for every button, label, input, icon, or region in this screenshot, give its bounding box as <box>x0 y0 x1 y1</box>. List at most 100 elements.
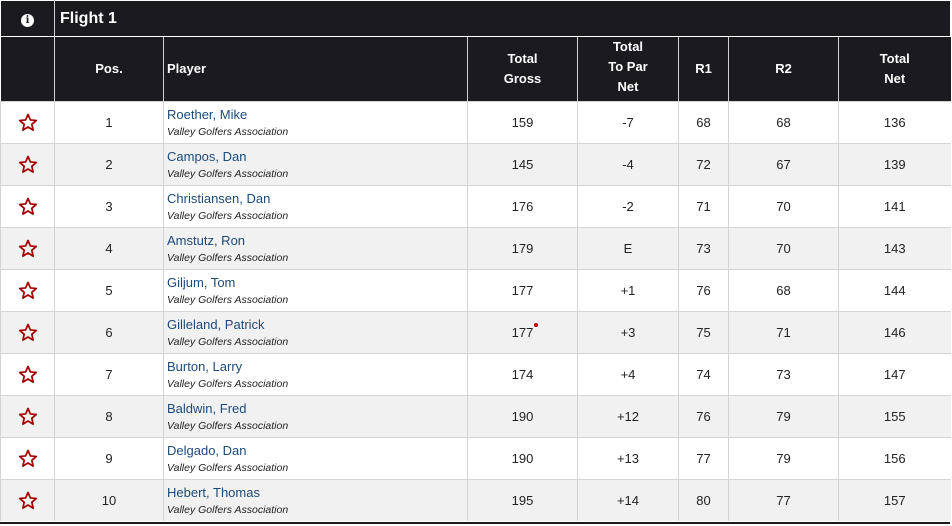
total-gross-value: 145 <box>511 157 534 172</box>
favorite-cell[interactable] <box>0 311 55 354</box>
r1-cell[interactable]: 75 <box>678 311 729 354</box>
player-name-link[interactable]: Baldwin, Fred <box>167 400 247 416</box>
player-name-link[interactable]: Hebert, Thomas <box>167 484 260 500</box>
r1-cell[interactable]: 71 <box>678 185 729 228</box>
total-gross-value: 159 <box>511 115 534 130</box>
table-row[interactable]: 1 Roether, Mike Valley Golfers Associati… <box>0 101 951 144</box>
total-net-cell: 155 <box>838 395 951 438</box>
star-outline-icon[interactable] <box>1 365 54 384</box>
pos-column-header[interactable]: Pos. <box>54 36 164 102</box>
r2-cell[interactable]: 70 <box>728 227 839 270</box>
to-par-cell: +12 <box>577 395 679 438</box>
player-name-link[interactable]: Roether, Mike <box>167 106 248 122</box>
favorite-cell[interactable] <box>0 479 55 521</box>
player-name-link[interactable]: Gilleland, Patrick <box>167 316 265 332</box>
table-row[interactable]: 4 Amstutz, Ron Valley Golfers Associatio… <box>0 227 951 270</box>
player-association: Valley Golfers Association <box>167 377 289 390</box>
r1-cell[interactable]: 74 <box>678 353 729 396</box>
table-row[interactable]: 8 Baldwin, Fred Valley Golfers Associati… <box>0 395 951 438</box>
pos-cell: 7 <box>54 353 164 396</box>
pos-cell: 1 <box>54 101 164 144</box>
table-row[interactable]: 7 Burton, Larry Valley Golfers Associati… <box>0 353 951 396</box>
info-icon[interactable]: i <box>21 13 34 27</box>
star-outline-icon[interactable] <box>1 323 54 342</box>
total-to-par-net-column-header[interactable]: Total To Par Net <box>577 36 679 102</box>
table-row[interactable]: 9 Delgado, Dan Valley Golfers Associatio… <box>0 437 951 480</box>
r2-cell[interactable]: 79 <box>728 395 839 438</box>
total-gross-cell: 174 <box>467 353 578 396</box>
r1-cell[interactable]: 76 <box>678 395 729 438</box>
table-row[interactable]: 3 Christiansen, Dan Valley Golfers Assoc… <box>0 185 951 228</box>
table-row[interactable]: 10 Hebert, Thomas Valley Golfers Associa… <box>0 479 951 521</box>
favorite-cell[interactable] <box>0 185 55 228</box>
table-row[interactable]: 5 Giljum, Tom Valley Golfers Association… <box>0 269 951 312</box>
player-column-header[interactable]: Player <box>163 36 468 102</box>
star-outline-icon[interactable] <box>1 197 54 216</box>
total-gross-value: 177 <box>511 283 534 298</box>
player-name-link[interactable]: Burton, Larry <box>167 358 243 374</box>
total-gross-value: 190 <box>511 451 534 466</box>
table-row[interactable]: 6 Gilleland, Patrick Valley Golfers Asso… <box>0 311 951 354</box>
favorite-cell[interactable] <box>0 437 55 480</box>
r1-cell[interactable]: 73 <box>678 227 729 270</box>
pos-cell: 3 <box>54 185 164 228</box>
favorite-cell[interactable] <box>0 269 55 312</box>
r2-cell[interactable]: 68 <box>728 101 839 144</box>
player-name-link[interactable]: Giljum, Tom <box>167 274 236 290</box>
r2-cell[interactable]: 79 <box>728 437 839 480</box>
player-name-link[interactable]: Amstutz, Ron <box>167 232 246 248</box>
total-gross-value: 195 <box>511 493 534 508</box>
to-par-cell: +3 <box>577 311 679 354</box>
pos-cell: 5 <box>54 269 164 312</box>
r2-cell[interactable]: 68 <box>728 269 839 312</box>
r2-cell[interactable]: 67 <box>728 143 839 186</box>
total-gross-column-header[interactable]: Total Gross <box>467 36 578 102</box>
total-gross-value: 177 <box>511 325 534 340</box>
total-gross-value: 190 <box>511 409 534 424</box>
player-name-link[interactable]: Christiansen, Dan <box>167 190 271 206</box>
r1-cell[interactable]: 76 <box>678 269 729 312</box>
r2-cell[interactable]: 77 <box>728 479 839 521</box>
favorite-cell[interactable] <box>0 227 55 270</box>
star-outline-icon[interactable] <box>1 407 54 426</box>
favorite-cell[interactable] <box>0 143 55 186</box>
r2-cell[interactable]: 71 <box>728 311 839 354</box>
favorite-cell[interactable] <box>0 395 55 438</box>
player-name-link[interactable]: Delgado, Dan <box>167 442 247 458</box>
r2-cell[interactable]: 73 <box>728 353 839 396</box>
star-outline-icon[interactable] <box>1 113 54 132</box>
column-header-row: Pos. Player Total Gross Total To Par Net… <box>0 36 951 102</box>
table-bottom-border <box>0 522 950 524</box>
r1-cell[interactable]: 80 <box>678 479 729 521</box>
star-outline-icon[interactable] <box>1 491 54 510</box>
r2-column-header[interactable]: R2 <box>728 36 839 102</box>
to-par-cell: +4 <box>577 353 679 396</box>
pos-cell: 4 <box>54 227 164 270</box>
header-line: Total <box>612 39 644 54</box>
star-outline-icon[interactable] <box>1 281 54 300</box>
favorite-cell[interactable] <box>0 353 55 396</box>
r1-cell[interactable]: 72 <box>678 143 729 186</box>
pos-cell: 8 <box>54 395 164 438</box>
total-net-cell: 143 <box>838 227 951 270</box>
star-outline-icon[interactable] <box>1 449 54 468</box>
r2-cell[interactable]: 70 <box>728 185 839 228</box>
favorite-cell[interactable] <box>0 101 55 144</box>
header-line: Total <box>507 51 538 66</box>
star-outline-icon[interactable] <box>1 239 54 258</box>
player-association: Valley Golfers Association <box>167 335 289 348</box>
total-gross-cell: 179 <box>467 227 578 270</box>
info-button[interactable]: i <box>0 0 55 37</box>
star-outline-icon[interactable] <box>1 155 54 174</box>
to-par-cell: +13 <box>577 437 679 480</box>
r1-column-header[interactable]: R1 <box>678 36 729 102</box>
r1-cell[interactable]: 68 <box>678 101 729 144</box>
player-name-link[interactable]: Campos, Dan <box>167 148 247 164</box>
player-association: Valley Golfers Association <box>167 419 289 432</box>
r1-cell[interactable]: 77 <box>678 437 729 480</box>
pos-cell: 2 <box>54 143 164 186</box>
total-net-column-header[interactable]: Total Net <box>838 36 951 102</box>
table-row[interactable]: 2 Campos, Dan Valley Golfers Association… <box>0 143 951 186</box>
player-cell: Baldwin, Fred Valley Golfers Association <box>163 395 468 438</box>
total-gross-cell: 190 <box>467 395 578 438</box>
